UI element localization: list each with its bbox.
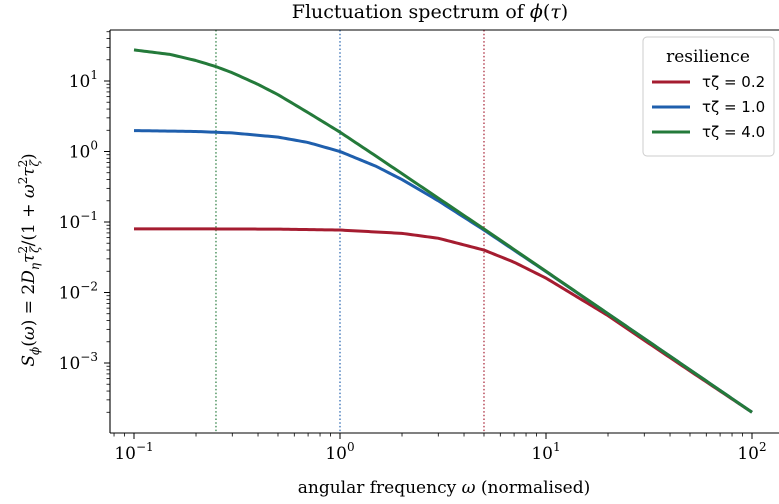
x-tick-label-3: 102 [737, 440, 766, 464]
reference-lines [215, 30, 485, 433]
y-axis-label: Sϕ(ω) = 2Dητ2ζ/(1 + ω2τ2ζ) [16, 153, 42, 366]
legend-label-0: τζ = 0.2 [702, 73, 765, 91]
y-tick-label-0: 10−3 [59, 350, 98, 374]
legend-label-2: τζ = 4.0 [702, 123, 765, 141]
legend-box [642, 36, 775, 157]
chart-title: Fluctuation spectrum of ϕ(τ) [292, 1, 568, 23]
legend-entries: τζ = 0.2 τζ = 1.0 τζ = 4.0 [652, 73, 765, 141]
ticks: 10−1 100 101 102 10−3 10−2 10−1 100 101 [59, 31, 767, 464]
legend-label-1: τζ = 1.0 [702, 98, 765, 116]
legend-title: resilience [666, 47, 750, 67]
x-tick-label-0: 10−1 [114, 440, 153, 464]
y-tick-label-2: 10−1 [59, 209, 98, 233]
x-axis-label: angular frequency ω (normalised) [298, 478, 591, 498]
legend: resilience τζ = 0.2 τζ = 1.0 τζ = 4.0 [642, 36, 775, 157]
x-tick-label-2: 101 [531, 440, 560, 464]
x-tick-label-1: 100 [325, 440, 354, 464]
y-tick-label-1: 10−2 [59, 280, 98, 304]
y-tick-label-3: 100 [69, 139, 98, 163]
series-line-2 [133, 48, 753, 414]
y-tick-label-4: 101 [69, 68, 98, 92]
series-layer [133, 48, 753, 414]
